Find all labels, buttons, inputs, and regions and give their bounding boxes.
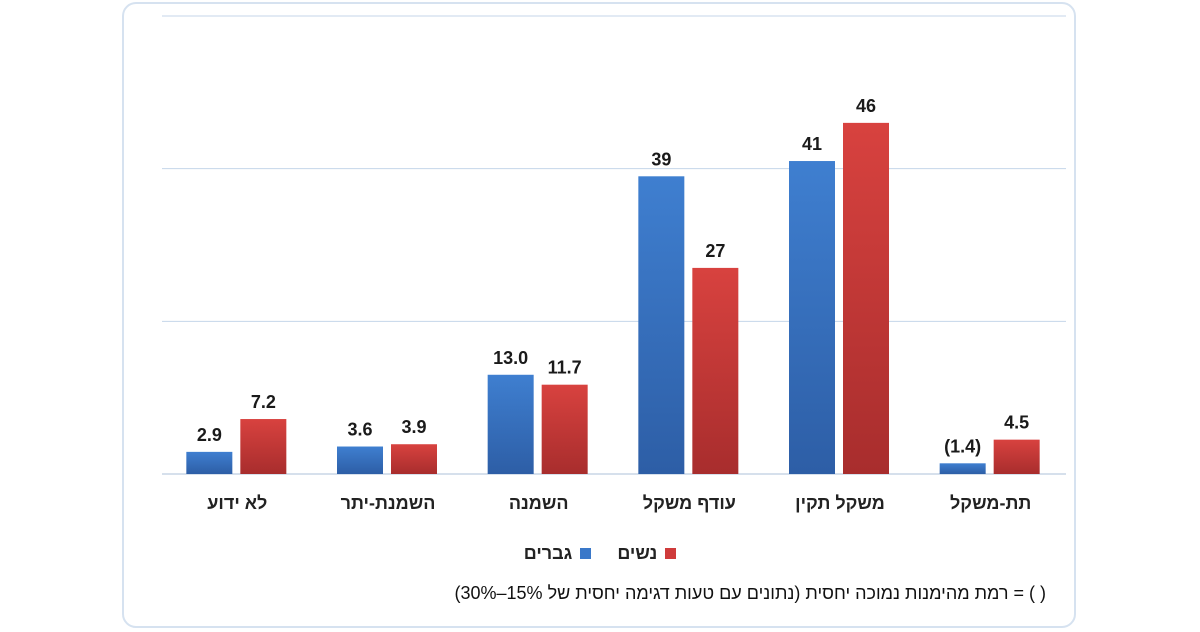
category-label-5: תת-משקל bbox=[950, 493, 1031, 513]
data-label-men-5: (1.4) bbox=[944, 436, 981, 456]
legend-item-men: גברים bbox=[524, 543, 592, 564]
data-label-men-4: 41 bbox=[802, 134, 822, 154]
footnote: ( ) = רמת מהימנות נמוכה יחסית (נתונים עם… bbox=[454, 583, 1046, 603]
data-label-women-2: 11.7 bbox=[548, 358, 582, 378]
data-label-women-1: 3.9 bbox=[401, 417, 426, 437]
data-label-women-4: 46 bbox=[856, 96, 876, 116]
bar-women-0 bbox=[240, 419, 287, 474]
legend: נשים גברים bbox=[0, 540, 1200, 566]
data-label-women-0: 7.2 bbox=[251, 392, 276, 412]
category-label-2: השמנה bbox=[509, 493, 569, 513]
category-label-3: עודף משקל bbox=[643, 493, 736, 513]
category-label-1: השמנת-יתר bbox=[341, 493, 436, 513]
data-label-men-3: 39 bbox=[651, 149, 671, 169]
bar-women-5 bbox=[993, 439, 1040, 474]
legend-label-women: נשים bbox=[617, 542, 658, 563]
bar-men-4 bbox=[789, 161, 835, 475]
data-label-women-5: 4.5 bbox=[1004, 413, 1029, 433]
chart-card bbox=[122, 2, 1076, 628]
legend-label-men: גברים bbox=[523, 542, 573, 563]
data-label-men-2: 13.0 bbox=[493, 348, 528, 368]
bar-women-3 bbox=[692, 267, 739, 474]
bar-men-2 bbox=[487, 374, 534, 474]
bar-women-1 bbox=[391, 444, 437, 474]
legend-swatch-women bbox=[665, 547, 677, 559]
bar-women-4 bbox=[843, 122, 889, 474]
bar-women-2 bbox=[541, 384, 588, 474]
data-label-men-1: 3.6 bbox=[347, 420, 372, 440]
data-label-men-0: 2.9 bbox=[197, 425, 222, 445]
bar-chart: 2.9 7.2 3.6 3.9 13.0 11.7 39 27 41 46 (1.4) 4.5 לא … bbox=[162, 15, 1066, 513]
bar-men-3 bbox=[638, 176, 685, 475]
legend-swatch-men bbox=[580, 547, 592, 559]
bar-men-0 bbox=[186, 451, 233, 474]
category-label-4: משקל תקין bbox=[795, 493, 885, 513]
data-label-women-3: 27 bbox=[705, 241, 725, 261]
bar-men-5 bbox=[939, 463, 986, 474]
bar-men-1 bbox=[337, 446, 383, 474]
category-label-0: לא ידוע bbox=[207, 493, 267, 513]
legend-item-women: נשים bbox=[617, 542, 677, 564]
